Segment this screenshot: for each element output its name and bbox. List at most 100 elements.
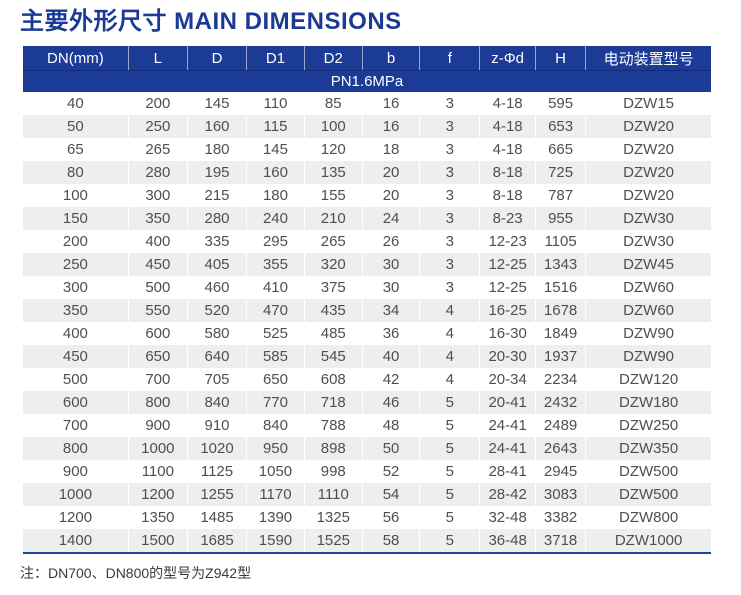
table-cell: 5 — [419, 391, 480, 414]
table-cell: 115 — [246, 115, 305, 138]
table-cell: 1000 — [58, 486, 93, 503]
column-header: D — [186, 46, 247, 71]
table-cell: 100 — [303, 115, 363, 138]
table-cell: 910 — [186, 414, 247, 437]
table-cell: 2234 — [534, 368, 586, 391]
table-cell: 36-48 — [479, 529, 536, 553]
table-cell: 470 — [246, 299, 305, 322]
table-row: 800 1000 1020 950 898 50 5 24-41 2643 DZW350 — [23, 437, 711, 460]
table-cell: DZW800 — [585, 506, 711, 529]
table-cell: 8-18 — [479, 161, 536, 184]
table-cell: 5 — [419, 437, 480, 460]
table-cell: 700 — [62, 417, 88, 434]
table-row: 700 900 910 840 788 48 5 24-41 2489 DZW250 — [23, 414, 711, 437]
table-cell: 20-30 — [479, 345, 536, 368]
table-cell: 24-41 — [479, 414, 536, 437]
column-header: z-Φd — [479, 46, 536, 71]
table-cell: 600 — [62, 394, 88, 411]
table-cell: 120 — [303, 138, 363, 161]
table-cell: 4 — [419, 345, 480, 368]
table-cell: 1390 — [246, 506, 305, 529]
table-cell: 2643 — [534, 437, 586, 460]
column-header: H — [534, 46, 586, 71]
table-cell: 16 — [361, 92, 420, 115]
table-cell: DZW60 — [585, 276, 711, 299]
table-cell: 36 — [361, 322, 420, 345]
table-cell: 770 — [246, 391, 305, 414]
table-cell: 900 — [62, 463, 88, 480]
table-cell: DZW1000 — [585, 529, 711, 553]
column-header: b — [361, 46, 420, 71]
table-cell: 4-18 — [479, 138, 536, 161]
table-cell: 155 — [303, 184, 363, 207]
table-cell: 520 — [186, 299, 247, 322]
table-cell: 600 — [127, 322, 188, 345]
table-cell: DZW120 — [585, 368, 711, 391]
table-cell: 280 — [127, 161, 188, 184]
table-cell: 3 — [419, 184, 480, 207]
table-cell: 550 — [127, 299, 188, 322]
table-cell: 265 — [127, 138, 188, 161]
table-cell: 40 — [67, 95, 84, 112]
table-cell: 200 — [62, 233, 88, 250]
table-cell: 585 — [246, 345, 305, 368]
table-cell: 30 — [361, 253, 420, 276]
table-cell: 28-41 — [479, 460, 536, 483]
table-cell: 1200 — [127, 483, 188, 506]
table-cell: 665 — [534, 138, 586, 161]
table-row: 250 450 405 355 320 30 3 12-25 1343 DZW45 — [23, 253, 711, 276]
table-cell: 653 — [534, 115, 586, 138]
table-cell: 295 — [246, 230, 305, 253]
table-cell: 80 — [67, 164, 84, 181]
table-row: 1000 1200 1255 1170 1110 54 5 28-42 3083 DZW500 — [23, 483, 711, 506]
table-cell: DZW500 — [585, 460, 711, 483]
table-cell: 500 — [62, 371, 88, 388]
table-cell: 20-41 — [479, 391, 536, 414]
table-cell: 595 — [534, 92, 586, 115]
table-cell: 400 — [127, 230, 188, 253]
table-cell: 525 — [246, 322, 305, 345]
column-header: 电动装置型号 — [585, 46, 711, 71]
pressure-class-label: PN1.6MPa — [23, 70, 711, 92]
table-cell: 1255 — [186, 483, 247, 506]
table-cell: 150 — [62, 210, 88, 227]
table-cell: 1525 — [303, 529, 363, 553]
table-cell: 3 — [419, 115, 480, 138]
table-cell: 800 — [62, 440, 88, 457]
table-cell: 54 — [361, 483, 420, 506]
table-cell: DZW60 — [585, 299, 711, 322]
table-cell: DZW350 — [585, 437, 711, 460]
table-cell: 5 — [419, 460, 480, 483]
table-cell: 18 — [361, 138, 420, 161]
table-cell: 3 — [419, 138, 480, 161]
table-body: 40 200 145 110 85 16 3 4-18 595 DZW15 50 250 160 115 1… — [23, 92, 711, 553]
table-cell: 2489 — [534, 414, 586, 437]
table-row: 400 600 580 525 485 36 4 16-30 1849 DZW90 — [23, 322, 711, 345]
table-cell: 3 — [419, 161, 480, 184]
table-cell: 435 — [303, 299, 363, 322]
table-cell: 718 — [303, 391, 363, 414]
table-cell: 1516 — [534, 276, 586, 299]
table-cell: 3 — [419, 92, 480, 115]
table-cell: 1343 — [534, 253, 586, 276]
table-cell: DZW90 — [585, 345, 711, 368]
table-cell: 135 — [303, 161, 363, 184]
table-cell: 405 — [186, 253, 247, 276]
table-cell: 640 — [186, 345, 247, 368]
table-cell: 900 — [127, 414, 188, 437]
table-cell: 160 — [186, 115, 247, 138]
table-row: 500 700 705 650 608 42 4 20-34 2234 DZW120 — [23, 368, 711, 391]
table-cell: 85 — [303, 92, 363, 115]
table-cell: 200 — [127, 92, 188, 115]
table-cell: 1685 — [186, 529, 247, 553]
table-cell: DZW20 — [585, 184, 711, 207]
table-cell: 50 — [67, 118, 84, 135]
table-cell: 4 — [419, 322, 480, 345]
table-header-row: DN(mm) L D D1 D2 b f z-Φd H 电动装置型号 — [23, 46, 711, 71]
table-cell: 4-18 — [479, 92, 536, 115]
table-cell: 5 — [419, 483, 480, 506]
table-cell: 898 — [303, 437, 363, 460]
table-cell: 410 — [246, 276, 305, 299]
table-cell: 400 — [62, 325, 88, 342]
table-cell: 1678 — [534, 299, 586, 322]
